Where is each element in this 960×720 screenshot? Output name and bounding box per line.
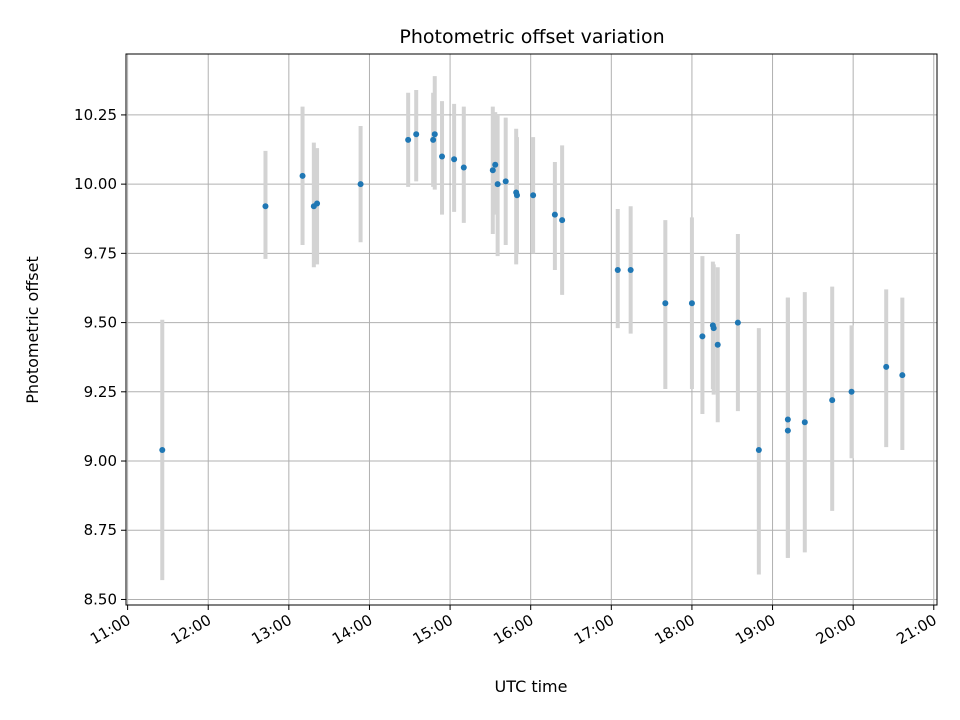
x-tick-label: 15:00: [410, 611, 456, 648]
data-point: [489, 167, 496, 174]
x-axis-label: UTC time: [495, 677, 568, 696]
y-tick-label: 10.25: [74, 106, 117, 124]
x-tick-label: 13:00: [248, 611, 294, 648]
data-point: [494, 181, 501, 188]
data-point: [430, 136, 437, 143]
data-point: [451, 156, 458, 163]
data-point: [299, 172, 306, 179]
x-tick-label: 16:00: [490, 611, 536, 648]
data-point: [662, 300, 669, 307]
data-point: [439, 153, 446, 160]
data-point: [699, 333, 706, 340]
y-tick-label: 10.00: [74, 175, 117, 193]
data-point: [734, 319, 741, 326]
data-point: [755, 446, 762, 453]
data-point: [710, 325, 717, 332]
data-point: [688, 300, 695, 307]
data-point: [492, 161, 499, 168]
y-tick-label: 9.50: [84, 314, 117, 332]
x-tick-label: 11:00: [87, 611, 133, 648]
x-tick-label: 14:00: [329, 611, 375, 648]
data-point: [262, 203, 269, 210]
y-tick-label: 9.25: [84, 383, 117, 401]
x-tick-label: 12:00: [168, 611, 214, 648]
data-point: [848, 388, 855, 395]
data-point: [460, 164, 467, 171]
data-point: [627, 266, 634, 273]
y-tick-label: 9.00: [84, 452, 117, 470]
y-tick-label: 9.75: [84, 244, 117, 262]
data-point: [614, 266, 621, 273]
data-point: [159, 446, 166, 453]
data-point: [530, 192, 537, 199]
x-tick-label: 17:00: [571, 611, 617, 648]
data-point: [559, 217, 566, 224]
data-point: [513, 192, 520, 199]
plot-background: [126, 54, 937, 605]
y-axis-ticks: 8.50 8.75 9.00 9.25 9.50 9.75 10.00 10.25: [74, 106, 126, 608]
data-point: [551, 211, 558, 218]
data-points: [159, 131, 906, 453]
data-point: [357, 181, 364, 188]
y-axis-label: Photometric offset: [23, 256, 42, 404]
data-point: [714, 341, 721, 348]
plot-area: [125, 53, 938, 606]
data-point: [784, 427, 791, 434]
x-tick-label: 18:00: [651, 611, 697, 648]
data-point: [431, 131, 438, 138]
data-point: [829, 397, 836, 404]
data-point: [405, 136, 412, 143]
data-point: [883, 363, 890, 370]
x-axis-ticks: 11:00 12:00 13:00 14:00 15:00 16:00 17:00 18:00…: [87, 605, 940, 648]
chart-title: Photometric offset variation: [399, 26, 664, 48]
data-point: [899, 372, 906, 379]
data-point: [784, 416, 791, 423]
data-point: [413, 131, 420, 138]
x-tick-label: 19:00: [732, 611, 778, 648]
y-tick-label: 8.75: [84, 521, 117, 539]
plot-frame: [125, 53, 938, 606]
x-tick-label: 20:00: [813, 611, 859, 648]
data-point: [502, 178, 509, 185]
x-tick-label: 21:00: [893, 611, 939, 648]
data-point: [314, 200, 321, 207]
data-point: [801, 419, 808, 426]
y-tick-label: 8.50: [84, 590, 117, 608]
